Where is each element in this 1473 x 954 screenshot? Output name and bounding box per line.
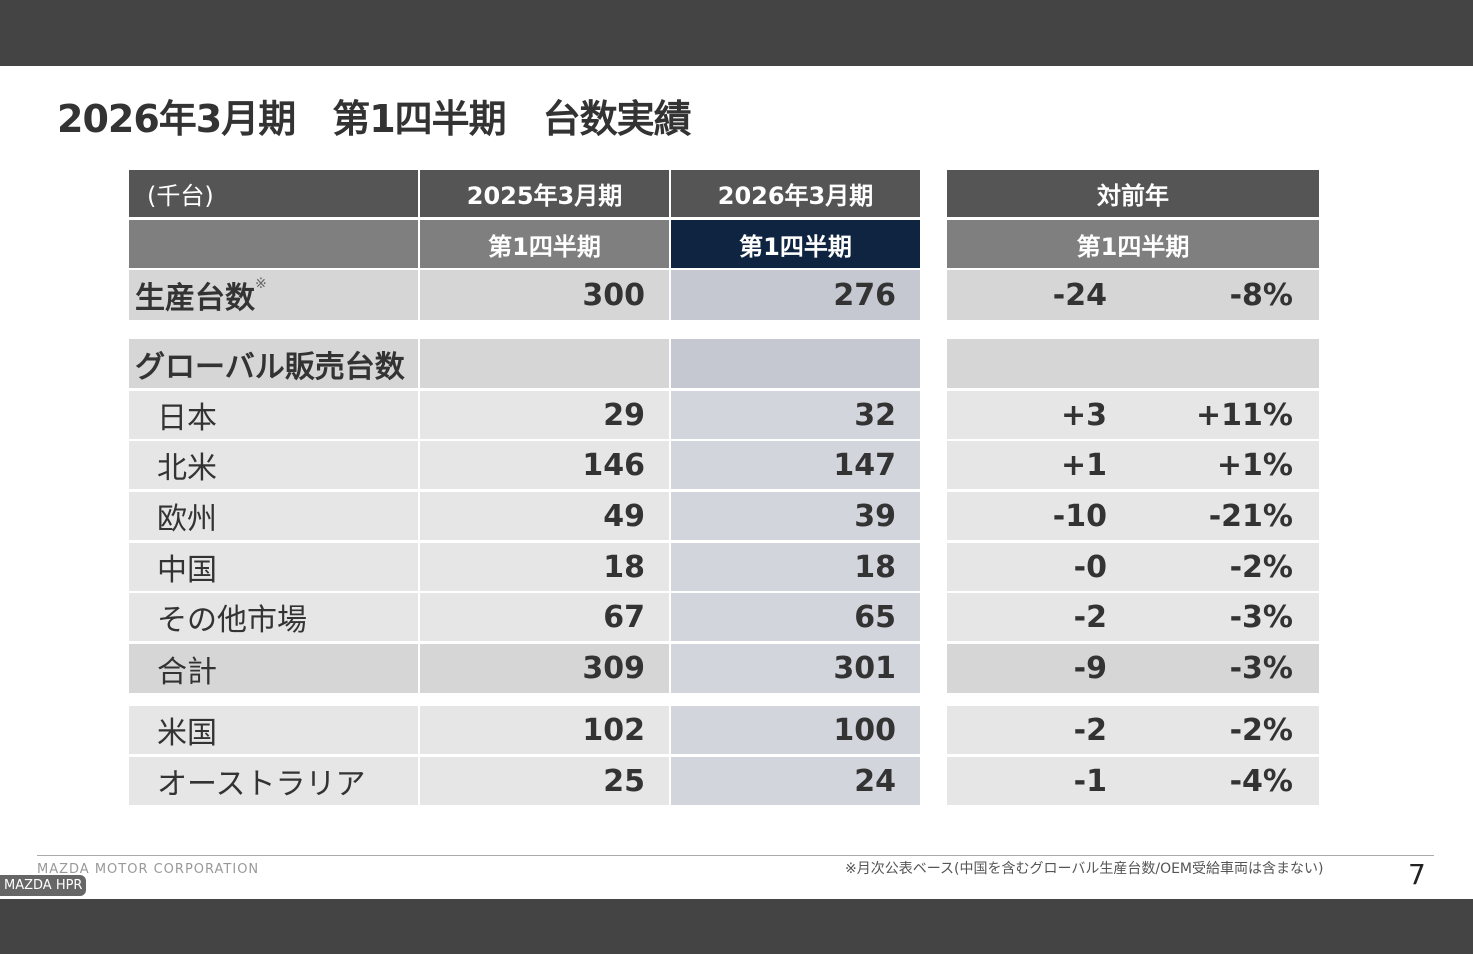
- yoy-diff: +3: [1060, 397, 1107, 433]
- country-row-0-label: 米国: [129, 706, 418, 754]
- col-header-2025: 2025年3月期: [420, 170, 669, 217]
- yoy-diff: +1: [1060, 447, 1107, 483]
- col-header-yoy: 対前年: [947, 170, 1319, 217]
- region-row-4-2026: 65: [671, 593, 920, 641]
- col-header-2026: 2026年3月期: [671, 170, 920, 217]
- region-row-5-label: 合計: [129, 644, 418, 693]
- country-row-0-2026: 100: [671, 706, 920, 754]
- yoy-diff: -0: [1073, 549, 1107, 585]
- country-row-0-yoy: -2 -2%: [947, 706, 1319, 754]
- yoy-pct: +1%: [1216, 447, 1293, 483]
- region-row-4-yoy: -2 -3%: [947, 593, 1319, 641]
- yoy-diff: -2: [1073, 712, 1107, 748]
- footnote-mark: ※: [255, 276, 267, 292]
- production-row-yoy: -24 -8%: [947, 270, 1319, 320]
- blank-subheader: [129, 220, 418, 268]
- footnote: ※月次公表ベース(中国を含むグローバル生産台数/OEM受給車両は含まない): [845, 861, 1324, 877]
- subheader-yoy-q1: 第1四半期: [947, 220, 1319, 268]
- region-row-1-2025: 146: [420, 441, 669, 489]
- region-row-0-yoy: +3 +11%: [947, 391, 1319, 439]
- yoy-diff: -2: [1073, 599, 1107, 635]
- unit-header: (千台): [129, 170, 418, 217]
- global-sales-label: グローバル販売台数: [129, 339, 418, 388]
- source-badge: MAZDA HPR: [0, 875, 87, 896]
- yoy-diff: -9: [1073, 651, 1107, 686]
- yoy-pct: +11%: [1196, 397, 1293, 433]
- yoy-diff: -10: [1052, 498, 1107, 534]
- region-row-2-2026: 39: [671, 492, 920, 540]
- production-row-label: 生産台数 ※: [129, 270, 418, 320]
- yoy-pct: -21%: [1208, 498, 1293, 534]
- country-row-1-label: オーストラリア: [129, 757, 418, 805]
- region-row-3-2026: 18: [671, 543, 920, 591]
- footer-divider: [37, 855, 1434, 856]
- region-row-1-yoy: +1 +1%: [947, 441, 1319, 489]
- region-row-5-yoy: -9 -3%: [947, 644, 1319, 693]
- region-row-4-label: その他市場: [129, 593, 418, 641]
- region-row-2-2025: 49: [420, 492, 669, 540]
- region-row-3-label: 中国: [129, 543, 418, 591]
- country-row-1-2025: 25: [420, 757, 669, 805]
- global-sales-2025: [420, 339, 669, 388]
- production-row-2025: 300: [420, 270, 669, 320]
- page-number: 7: [1408, 858, 1426, 891]
- yoy-pct: -2%: [1229, 712, 1293, 748]
- global-sales-2026: [671, 339, 920, 388]
- corporation-name: MAZDA MOTOR CORPORATION: [37, 862, 260, 877]
- yoy-diff: -24: [1052, 277, 1107, 313]
- yoy-pct: -4%: [1229, 763, 1293, 799]
- subheader-2026-q1: 第1四半期: [671, 220, 920, 268]
- country-row-1-yoy: -1 -4%: [947, 757, 1319, 805]
- subheader-2025-q1: 第1四半期: [420, 220, 669, 268]
- region-row-2-label: 欧州: [129, 492, 418, 540]
- country-row-0-2025: 102: [420, 706, 669, 754]
- country-row-1-2026: 24: [671, 757, 920, 805]
- production-row-2026: 276: [671, 270, 920, 320]
- global-sales-yoy: [947, 339, 1319, 388]
- region-row-1-label: 北米: [129, 441, 418, 489]
- yoy-pct: -3%: [1229, 651, 1293, 686]
- region-row-5-2026: 301: [671, 644, 920, 693]
- region-row-0-2025: 29: [420, 391, 669, 439]
- region-row-5-2025: 309: [420, 644, 669, 693]
- region-row-1-2026: 147: [671, 441, 920, 489]
- region-row-3-yoy: -0 -2%: [947, 543, 1319, 591]
- region-row-2-yoy: -10 -21%: [947, 492, 1319, 540]
- region-row-0-2026: 32: [671, 391, 920, 439]
- region-row-0-label: 日本: [129, 391, 418, 439]
- yoy-pct: -3%: [1229, 599, 1293, 635]
- page-title: 2026年3月期 第1四半期 台数実績: [57, 97, 692, 141]
- yoy-diff: -1: [1073, 763, 1107, 799]
- yoy-pct: -8%: [1229, 277, 1293, 313]
- slide: 2026年3月期 第1四半期 台数実績 (千台) 2025年3月期 2026年3月期…: [0, 66, 1473, 899]
- yoy-pct: -2%: [1229, 549, 1293, 585]
- region-row-3-2025: 18: [420, 543, 669, 591]
- region-row-4-2025: 67: [420, 593, 669, 641]
